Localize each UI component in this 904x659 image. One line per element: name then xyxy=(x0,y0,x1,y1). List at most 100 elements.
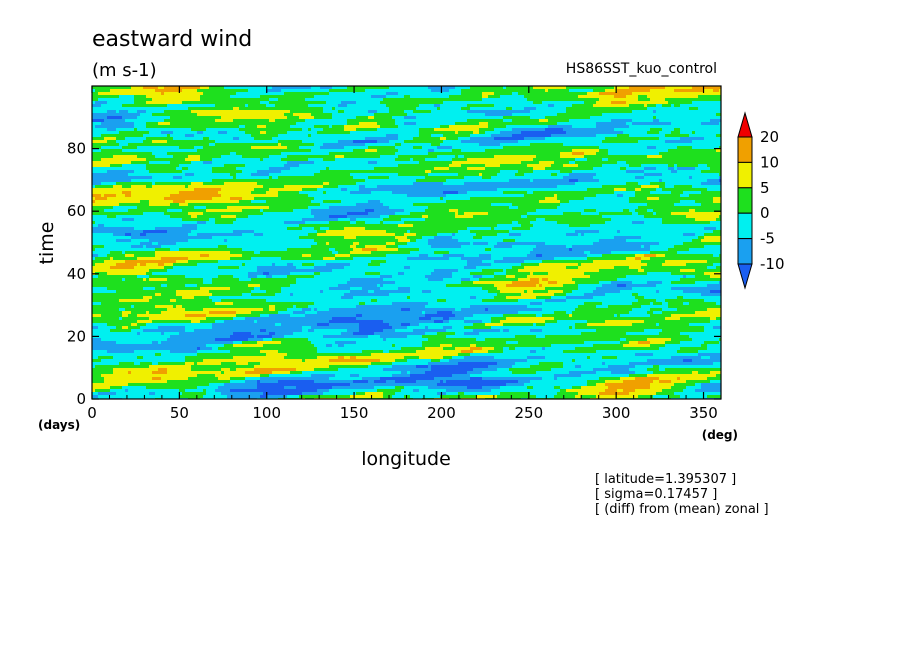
contour-cell xyxy=(620,149,624,153)
contour-cell xyxy=(476,101,480,105)
contour-cell xyxy=(644,152,648,156)
contour-cell xyxy=(392,92,396,96)
contour-cell xyxy=(269,110,273,114)
contour-cell xyxy=(554,86,558,90)
contour-cell xyxy=(380,119,384,123)
contour-cell xyxy=(560,131,564,135)
contour-cell xyxy=(377,155,381,159)
contour-cell xyxy=(599,152,603,156)
contour-cell xyxy=(140,107,144,111)
contour-cell xyxy=(182,122,186,126)
contour-cell xyxy=(572,131,576,135)
contour-cell xyxy=(236,125,240,129)
contour-cell xyxy=(527,128,531,132)
contour-cell xyxy=(644,113,648,117)
contour-cell xyxy=(422,140,426,144)
contour-cell xyxy=(107,110,111,114)
contour-cell xyxy=(425,125,429,129)
contour-cell xyxy=(464,113,468,117)
contour-cell xyxy=(302,125,306,129)
contour-cell xyxy=(656,113,660,117)
contour-cell xyxy=(359,92,363,96)
contour-cell xyxy=(587,128,591,132)
contour-cell xyxy=(392,140,396,144)
contour-cell xyxy=(260,146,264,150)
contour-cell xyxy=(461,116,465,120)
contour-cell xyxy=(416,113,420,117)
contour-cell xyxy=(422,155,426,159)
contour-cell xyxy=(215,125,219,129)
contour-cell xyxy=(479,116,483,120)
contour-cell xyxy=(323,86,327,90)
contour-cell xyxy=(104,92,108,96)
contour-cell xyxy=(197,122,201,126)
contour-cell xyxy=(101,125,105,129)
contour-cell xyxy=(254,143,258,147)
contour-cell xyxy=(605,152,609,156)
contour-cell xyxy=(230,95,234,99)
contour-cell xyxy=(566,152,570,156)
contour-cell xyxy=(215,86,219,90)
contour-cell xyxy=(455,95,459,99)
contour-cell xyxy=(329,101,333,105)
contour-cell xyxy=(437,122,441,126)
contour-cell xyxy=(404,89,408,93)
contour-cell xyxy=(140,101,144,105)
contour-cell xyxy=(92,92,96,96)
contour-cell xyxy=(398,110,402,114)
contour-cell xyxy=(509,95,513,99)
contour-cell xyxy=(155,86,159,90)
contour-cell xyxy=(221,95,225,99)
contour-cell xyxy=(167,155,171,159)
contour-cell xyxy=(404,98,408,102)
contour-cell xyxy=(515,119,519,123)
contour-cell xyxy=(107,152,111,156)
contour-cell xyxy=(212,119,216,123)
contour-cell xyxy=(365,119,369,123)
contour-cell xyxy=(293,128,297,132)
contour-cell xyxy=(425,113,429,117)
contour-cell xyxy=(500,149,504,153)
contour-cell xyxy=(227,131,231,135)
contour-cell xyxy=(233,137,237,141)
contour-cell xyxy=(617,146,621,150)
contour-cell xyxy=(584,134,588,138)
contour-cell xyxy=(242,146,246,150)
contour-cell xyxy=(158,110,162,114)
contour-cell xyxy=(281,128,285,132)
contour-cell xyxy=(167,131,171,135)
contour-cell xyxy=(518,128,522,132)
contour-cell xyxy=(311,104,315,108)
contour-cell xyxy=(245,116,249,120)
contour-cell xyxy=(131,104,135,108)
contour-cell xyxy=(698,116,702,120)
contour-cell xyxy=(116,149,120,153)
contour-cell xyxy=(119,110,123,114)
contour-cell xyxy=(308,110,312,114)
contour-cell xyxy=(602,152,606,156)
contour-cell xyxy=(434,140,438,144)
contour-cell xyxy=(194,155,198,159)
contour-cell xyxy=(140,113,144,117)
contour-cell xyxy=(428,113,432,117)
contour-cell xyxy=(704,98,708,102)
contour-cell xyxy=(284,146,288,150)
contour-cell xyxy=(476,104,480,108)
contour-cell xyxy=(665,134,669,138)
contour-cell xyxy=(476,122,480,126)
contour-cell xyxy=(143,152,147,156)
contour-cell xyxy=(434,113,438,117)
contour-cell xyxy=(308,92,312,96)
contour-cell xyxy=(533,98,537,102)
contour-cell xyxy=(653,107,657,111)
contour-cell xyxy=(353,101,357,105)
contour-cell xyxy=(638,125,642,129)
contour-cell xyxy=(128,134,132,138)
contour-cell xyxy=(452,104,456,108)
contour-cell xyxy=(302,155,306,159)
contour-cell xyxy=(608,104,612,108)
contour-cell xyxy=(422,152,426,156)
contour-cell xyxy=(626,137,630,141)
contour-cell xyxy=(689,86,693,90)
contour-cell xyxy=(683,143,687,147)
